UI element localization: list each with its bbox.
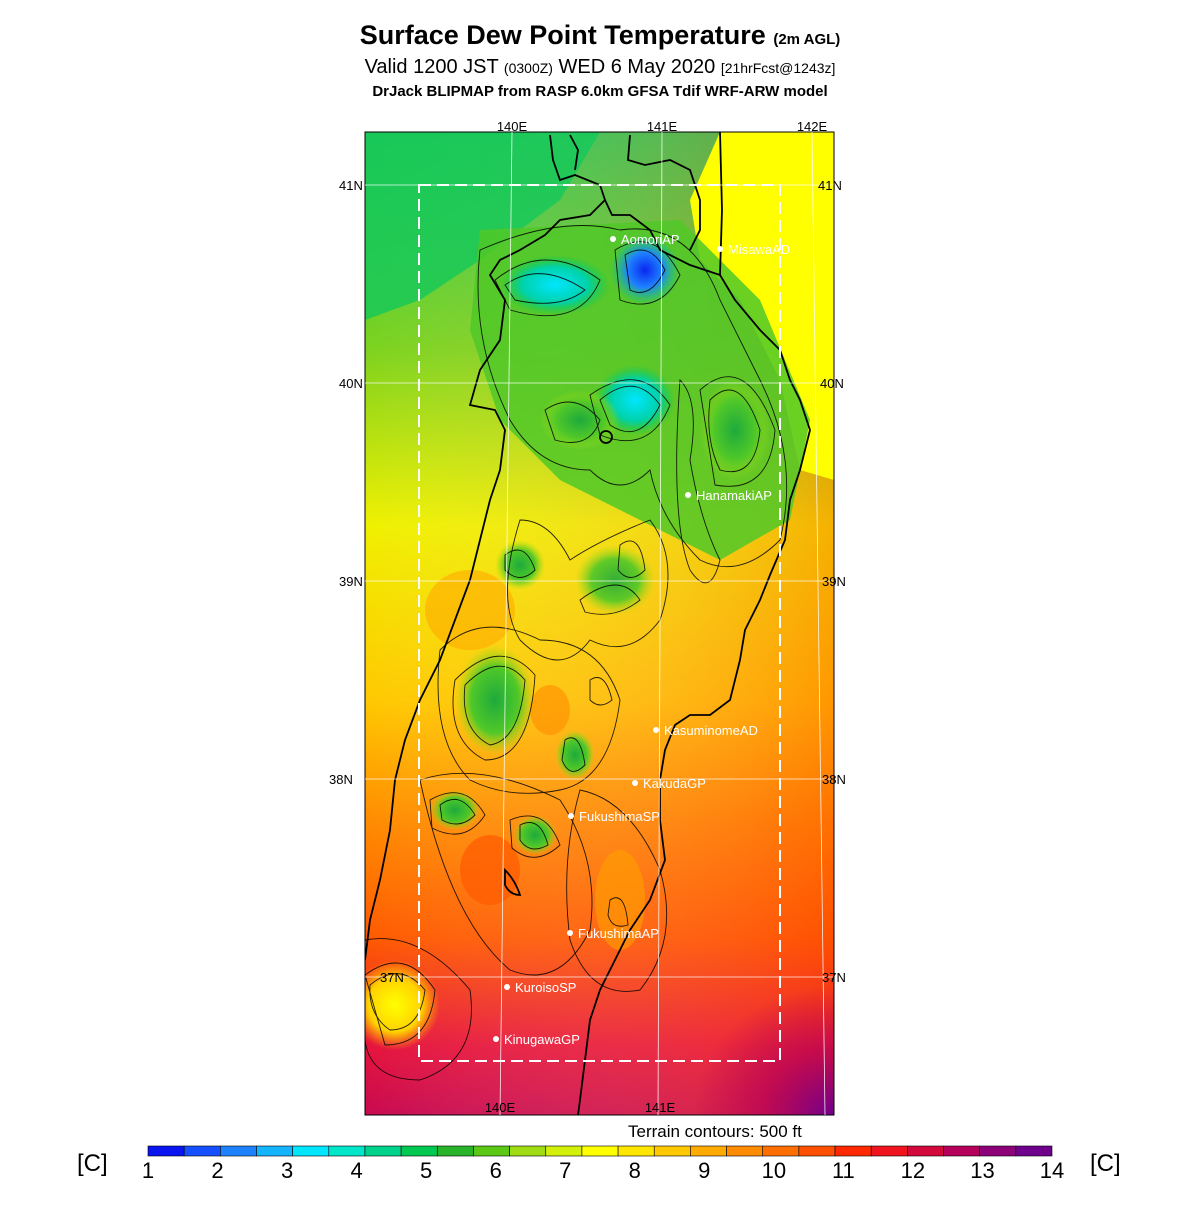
colorbar-swatch — [183, 1145, 221, 1157]
model-line: DrJack BLIPMAP from RASP 6.0km GFSA Tdif… — [372, 83, 828, 100]
site-markers: AomoriAP MisawaAD HanamakiAP KasuminomeA… — [493, 232, 790, 1047]
colorbar-tick-label: 9 — [698, 1158, 711, 1183]
colorbar-tick-label: 12 — [900, 1158, 926, 1183]
coastlines — [365, 132, 811, 1115]
lat-label: 41N — [818, 178, 842, 193]
colorbar-swatch — [943, 1145, 980, 1157]
colorbar-swatch — [798, 1145, 836, 1157]
colorbar-tick-label: 7 — [559, 1158, 572, 1183]
lon-label: 140E — [485, 1100, 516, 1115]
lon-label: 142E — [797, 119, 828, 134]
valid-time-line: Valid 1200 JST (0300Z) WED 6 May 2020 [2… — [0, 56, 1200, 79]
terrain-contours — [365, 225, 788, 1081]
colorbar-swatch — [545, 1145, 583, 1157]
dewpoint-field — [365, 132, 834, 1115]
lon-labels-bottom: 140E 141E — [485, 1100, 676, 1115]
site-kakuda[interactable]: KakudaGP — [632, 776, 706, 791]
lon-label: 141E — [647, 119, 678, 134]
valid-prefix: Valid 1200 JST — [364, 56, 499, 78]
colorbar-swatch — [364, 1145, 402, 1157]
colorbar-swatch — [473, 1145, 510, 1157]
colorbar-swatch — [436, 1145, 474, 1157]
colorbar-tick-label: 10 — [761, 1158, 787, 1183]
title-main: Surface Dew Point Temperature — [359, 20, 766, 50]
site-fukushima-sp[interactable]: FukushimaSP — [568, 809, 660, 824]
colorbar-tick-label: 5 — [420, 1158, 433, 1183]
lat-label: 37N — [822, 970, 846, 985]
colorbar-tick-label: 4 — [350, 1158, 363, 1183]
site-label: HanamakiAP — [696, 488, 772, 503]
lat-labels-left: 41N 40N 39N 38N 37N — [329, 178, 404, 985]
site-label: KasuminomeAD — [664, 723, 758, 738]
site-label: KakudaGP — [643, 776, 706, 791]
colorbar-swatch — [256, 1145, 293, 1157]
lat-label: 41N — [339, 178, 363, 193]
colorbar-swatch — [220, 1145, 257, 1157]
lat-label: 40N — [339, 376, 363, 391]
colorbar-swatch — [400, 1145, 438, 1157]
site-label: KinugawaGP — [504, 1032, 580, 1047]
map-frame — [364, 131, 835, 1116]
colorbar-swatch — [907, 1145, 944, 1157]
colorbar-tick-label: 11 — [831, 1158, 855, 1183]
lat-label: 37N — [380, 970, 404, 985]
site-label: FukushimaAP — [578, 926, 659, 941]
lat-label: 39N — [822, 574, 846, 589]
colorbar-unit-right: [C] — [1090, 1150, 1121, 1177]
colorbar-swatch — [979, 1145, 1017, 1157]
colorbar-tick-label: 8 — [628, 1158, 641, 1183]
colorbar-tick-label: 6 — [489, 1158, 502, 1183]
lat-label: 39N — [339, 574, 363, 589]
valid-utc: (0300Z) — [503, 60, 553, 76]
colorbar-swatch — [762, 1145, 800, 1157]
colorbar — [147, 1145, 1053, 1157]
colorbar-swatch — [1015, 1145, 1053, 1157]
lon-label: 141E — [645, 1100, 676, 1115]
title-suffix: (2m AGL) — [773, 31, 841, 48]
colorbar-swatch — [147, 1145, 185, 1157]
colorbar-swatch — [834, 1145, 872, 1157]
site-kasuminome[interactable]: KasuminomeAD — [653, 723, 758, 738]
terrain-note: Terrain contours: 500 ft — [628, 1122, 802, 1141]
lat-label: 40N — [820, 376, 844, 391]
lat-labels-right: 41N 40N 39N 38N 37N — [818, 178, 846, 985]
lat-label: 38N — [329, 772, 353, 787]
colorbar-swatch — [581, 1145, 619, 1157]
colorbar-tick-label: 2 — [211, 1158, 224, 1183]
colorbar-unit-left: [C] — [77, 1150, 108, 1177]
site-fukushima-ap[interactable]: FukushimaAP — [567, 926, 659, 941]
site-label: KuroisoSP — [515, 980, 576, 995]
lon-label: 140E — [497, 119, 528, 134]
colorbar-swatch — [292, 1145, 330, 1157]
colorbar-swatch — [726, 1145, 764, 1157]
lat-label: 38N — [822, 772, 846, 787]
colorbar-swatch — [690, 1145, 727, 1157]
colorbar-swatch — [870, 1145, 908, 1157]
site-label: AomoriAP — [621, 232, 680, 247]
site-kuroiso[interactable]: KuroisoSP — [504, 980, 576, 995]
colorbar-tick-label: 3 — [280, 1158, 294, 1183]
colorbar-tick-label: 14 — [1039, 1158, 1065, 1183]
site-label: FukushimaSP — [579, 809, 660, 824]
site-misawa[interactable]: MisawaAD — [717, 242, 790, 257]
colorbar-tick-label: 13 — [970, 1158, 995, 1183]
site-aomori[interactable]: AomoriAP — [610, 232, 680, 247]
site-hanamaki[interactable]: HanamakiAP — [685, 488, 772, 503]
site-kinugawa[interactable]: KinugawaGP — [493, 1032, 580, 1047]
chart-title: Surface Dew Point Temperature (2m AGL) — [0, 20, 1200, 51]
valid-date: WED 6 May 2020 — [558, 56, 716, 78]
colorbar-swatch — [617, 1145, 655, 1157]
lon-labels-top: 140E 141E 142E — [497, 119, 828, 134]
site-label: MisawaAD — [728, 242, 790, 257]
inner-domain-box — [418, 184, 781, 1062]
colorbar-tick-label: 1 — [141, 1158, 155, 1183]
colorbar-swatch — [328, 1145, 366, 1157]
latlon-grid — [365, 132, 834, 1115]
colorbar-swatch — [509, 1145, 547, 1157]
colorbar-swatch — [653, 1145, 691, 1157]
forecast-info: [21hrFcst@1243z] — [720, 60, 836, 76]
